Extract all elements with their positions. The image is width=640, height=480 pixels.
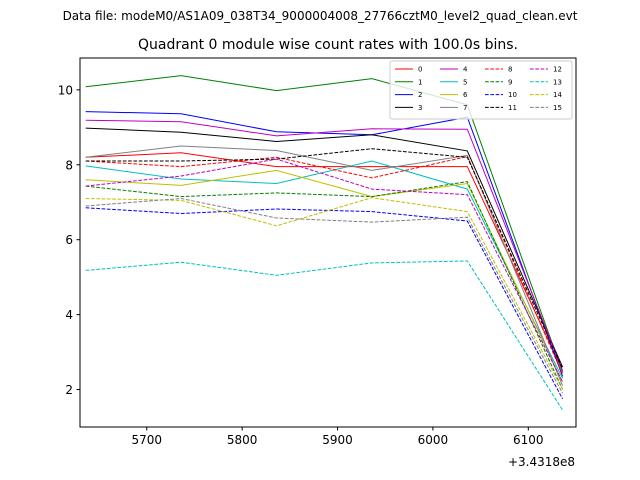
legend-label-10: 10 xyxy=(508,91,517,99)
series-line-0 xyxy=(85,152,564,372)
series-line-12 xyxy=(85,158,564,383)
y-tick-label: 4 xyxy=(65,308,73,322)
x-tick-label: 5700 xyxy=(131,433,162,447)
plot-frame xyxy=(79,57,577,428)
series-line-14 xyxy=(85,197,564,390)
series-line-1 xyxy=(85,75,564,373)
legend-label-1: 1 xyxy=(418,78,422,86)
series-line-11 xyxy=(85,148,564,370)
chart-suptitle: Data file: modeM0/AS1A09_038T34_90000040… xyxy=(63,9,578,23)
x-tick-label: 5900 xyxy=(322,433,353,447)
x-offset-label: +3.4318e8 xyxy=(508,455,575,469)
legend-label-3: 3 xyxy=(418,104,422,112)
x-tick-label: 5800 xyxy=(227,433,258,447)
series-line-5 xyxy=(85,160,564,379)
y-tick-label: 8 xyxy=(65,158,73,172)
y-tick-label: 2 xyxy=(65,383,73,397)
series-line-2 xyxy=(85,111,564,377)
series-line-15 xyxy=(85,197,564,394)
series-layer xyxy=(85,75,564,411)
legend-label-4: 4 xyxy=(463,66,468,74)
legend-label-7: 7 xyxy=(463,104,467,112)
legend-label-11: 11 xyxy=(508,104,517,112)
legend-label-8: 8 xyxy=(508,66,512,74)
chart-title: Quadrant 0 module wise count rates with … xyxy=(138,37,518,53)
legend-label-2: 2 xyxy=(418,91,422,99)
y-tick-label: 6 xyxy=(65,233,73,247)
series-line-10 xyxy=(85,207,564,400)
x-tick-label: 6100 xyxy=(513,433,544,447)
series-line-6 xyxy=(85,169,564,383)
series-line-9 xyxy=(85,181,564,390)
legend-label-6: 6 xyxy=(463,91,468,99)
series-line-13 xyxy=(85,260,564,411)
legend-label-0: 0 xyxy=(418,66,422,74)
series-line-4 xyxy=(85,119,564,371)
series-line-3 xyxy=(85,127,564,368)
legend-label-15: 15 xyxy=(553,104,562,112)
legend-box xyxy=(389,60,573,120)
legend-label-5: 5 xyxy=(463,78,467,86)
legend-label-12: 12 xyxy=(553,66,562,74)
legend-label-9: 9 xyxy=(508,78,512,86)
legend-label-14: 14 xyxy=(553,91,562,99)
legend-label-13: 13 xyxy=(553,78,562,86)
x-tick-label: 6000 xyxy=(418,433,449,447)
y-tick-label: 10 xyxy=(58,83,73,97)
